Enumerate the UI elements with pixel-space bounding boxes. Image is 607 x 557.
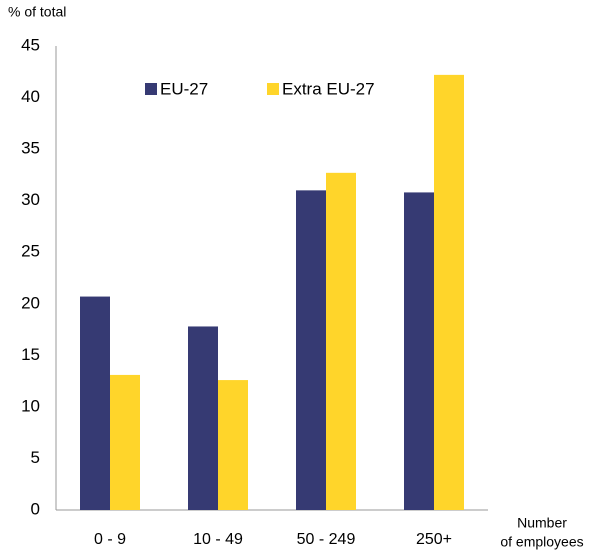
y-tick-label: 0 — [31, 499, 40, 518]
bar — [296, 190, 326, 510]
bar — [434, 74, 464, 511]
bar — [110, 374, 140, 510]
y-tick-label: 35 — [21, 139, 40, 158]
x-tick-label: 250+ — [416, 531, 452, 548]
bar — [188, 326, 218, 510]
legend-label: Extra EU-27 — [282, 79, 375, 98]
y-tick-label: 40 — [21, 87, 40, 106]
bar — [218, 380, 248, 510]
y-tick-label: 25 — [21, 242, 40, 261]
y-tick-label: 30 — [21, 190, 40, 209]
x-tick-label: 0 - 9 — [94, 531, 126, 548]
y-tick-label: 15 — [21, 345, 40, 364]
y-tick-label: 20 — [21, 293, 40, 312]
x-tick-label: 50 - 249 — [297, 531, 356, 548]
y-tick-label: 5 — [31, 448, 40, 467]
legend-label: EU-27 — [160, 79, 208, 98]
bar — [80, 296, 110, 510]
bar — [404, 192, 434, 510]
x-tick-label: 10 - 49 — [193, 531, 243, 548]
legend-swatch — [145, 83, 157, 95]
y-axis-label: % of total — [8, 4, 66, 20]
y-tick-label: 45 — [21, 35, 40, 54]
x-axis-label: of employees — [500, 534, 583, 550]
x-axis-label: Number — [517, 515, 567, 531]
legend-swatch — [267, 83, 279, 95]
bar — [326, 172, 356, 510]
y-tick-label: 10 — [21, 396, 40, 415]
